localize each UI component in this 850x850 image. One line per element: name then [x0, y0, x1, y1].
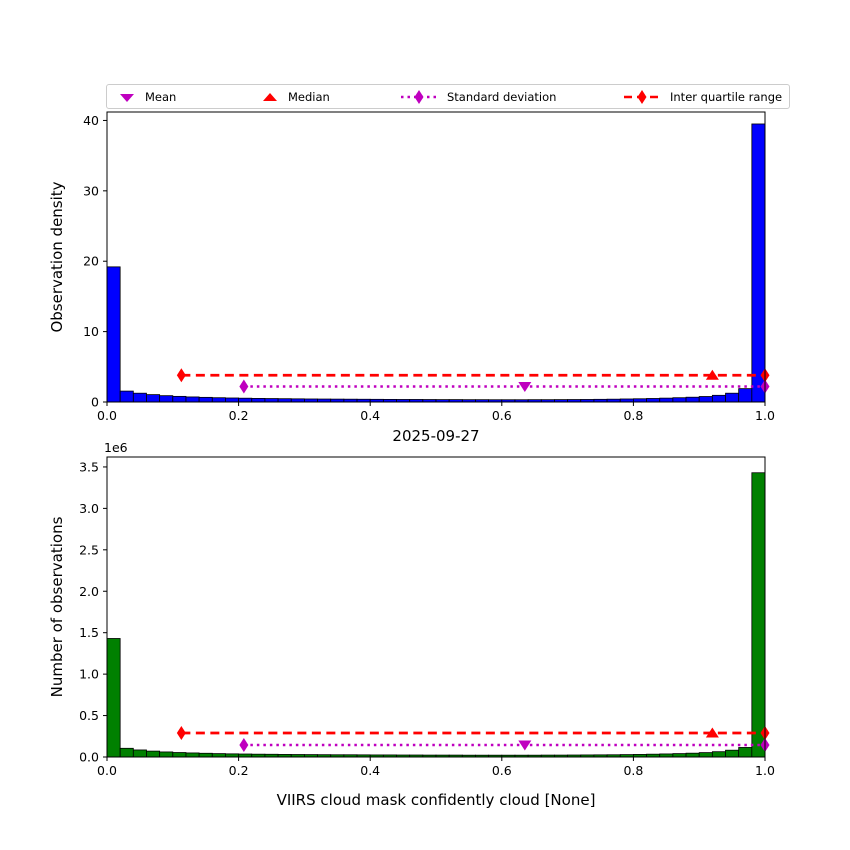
histogram-bar — [751, 472, 766, 758]
y-tick-label: 3.0 — [79, 501, 99, 516]
x-tick-label: 0.2 — [229, 408, 249, 423]
density-histogram-plot: 0.0 0.2 0.4 0.6 0.8 1.0 0 10 20 30 40 — [83, 111, 775, 423]
density-y-axis-label: Observation density — [48, 181, 66, 333]
x-tick-label: 0.0 — [97, 763, 117, 778]
std-marker-icon — [401, 89, 437, 104]
triangle-up-marker — [705, 727, 719, 738]
y-tick-label: 3.5 — [79, 459, 99, 474]
histogram-bar — [698, 752, 713, 758]
histogram-bar — [738, 747, 753, 758]
y-tick-label: 40 — [83, 113, 99, 128]
histogram-bar — [646, 398, 661, 403]
y-tick-label: 0.0 — [79, 750, 99, 765]
histogram-bar — [172, 752, 187, 758]
histogram-bar — [711, 394, 726, 403]
legend-label-median: Median — [288, 89, 330, 104]
histogram-bar — [672, 397, 687, 403]
x-tick-label: 1.0 — [755, 763, 775, 778]
iqr-marker-icon — [624, 89, 660, 104]
diamond-marker — [176, 725, 186, 740]
histogram-bar — [659, 397, 674, 403]
y-tick-label: 1.0 — [79, 667, 99, 682]
histogram-bar — [251, 398, 266, 403]
observations-y-axis-label: Number of observations — [48, 516, 66, 698]
histogram-bar — [106, 638, 121, 758]
histogram-bar — [698, 396, 713, 403]
x-axis-label: VIIRS cloud mask confidently cloud [None… — [276, 791, 596, 809]
histogram-bar — [711, 751, 726, 758]
y-tick-label: 30 — [83, 183, 99, 198]
diamond-marker — [239, 379, 249, 394]
x-tick-label: 0.6 — [492, 763, 512, 778]
triangle-down-marker — [518, 382, 532, 393]
triangle-down-marker — [518, 740, 532, 751]
diamond-marker — [176, 368, 186, 383]
y-tick-label: 1.5 — [79, 625, 99, 640]
legend-label-iqr: Inter quartile range — [670, 89, 783, 104]
legend-item-mean: Mean — [117, 85, 176, 108]
x-tick-label: 0.4 — [360, 408, 380, 423]
histogram-bar — [132, 749, 147, 758]
y-tick-label: 0 — [91, 395, 99, 410]
legend-label-mean: Mean — [145, 89, 177, 104]
legend-item-iqr: Inter quartile range — [622, 85, 782, 108]
x-tick-label: 0.4 — [360, 763, 380, 778]
histogram-bar — [106, 266, 121, 403]
diamond-marker — [239, 737, 249, 752]
histogram-bar — [725, 749, 740, 758]
histogram-bar — [119, 747, 134, 758]
median-marker-icon — [263, 92, 277, 101]
histogram-bar — [198, 752, 213, 758]
axes-spines — [106, 111, 766, 403]
triangle-up-marker — [705, 369, 719, 380]
histogram-bar — [264, 398, 279, 403]
histogram-bar — [172, 395, 187, 403]
axes-spines — [106, 456, 766, 758]
histogram-bar — [685, 396, 700, 403]
chart-title: 2025-09-27 — [392, 427, 480, 445]
histogram-bar — [132, 392, 147, 403]
x-tick-label: 1.0 — [755, 408, 775, 423]
histogram-bar — [751, 123, 766, 403]
histogram-bar — [725, 392, 740, 403]
legend-item-median: Median — [260, 85, 330, 108]
histogram-bar — [159, 395, 174, 403]
x-tick-label: 0.6 — [492, 408, 512, 423]
y-tick-label: 10 — [83, 324, 99, 339]
histogram-bar — [685, 752, 700, 758]
histogram-bar — [146, 394, 161, 403]
x-tick-label: 0.2 — [229, 763, 249, 778]
x-tick-label: 0.8 — [623, 408, 643, 423]
y-axis-offset-text: 1e6 — [104, 440, 128, 455]
x-tick-label: 0.0 — [97, 408, 117, 423]
x-tick-label: 0.8 — [623, 763, 643, 778]
histogram-bar — [146, 750, 161, 758]
histogram-bar — [238, 397, 253, 403]
histogram-bar — [211, 753, 226, 758]
histogram-bar — [119, 390, 134, 403]
histogram-bar — [185, 752, 200, 758]
histogram-bar — [672, 753, 687, 758]
histogram-bar — [211, 397, 226, 403]
y-tick-label: 2.0 — [79, 584, 99, 599]
y-tick-label: 0.5 — [79, 708, 99, 723]
mean-marker-icon — [120, 93, 134, 102]
histogram-bar — [198, 396, 213, 403]
y-tick-label: 20 — [83, 254, 99, 269]
histogram-bar — [738, 388, 753, 403]
legend-label-std: Standard deviation — [447, 89, 557, 104]
histogram-bar — [225, 397, 240, 403]
observations-histogram-plot: 0.0 0.2 0.4 0.6 0.8 1.0 0.0 0.5 1.0 1.5 2.0 2.5 3.0 3… — [79, 456, 775, 778]
histogram-bar — [185, 396, 200, 403]
y-tick-label: 2.5 — [79, 542, 99, 557]
histogram-bar — [159, 751, 174, 758]
legend: Mean Median Standard deviation Inter qua… — [106, 84, 790, 109]
legend-item-std: Standard deviation — [399, 85, 556, 108]
